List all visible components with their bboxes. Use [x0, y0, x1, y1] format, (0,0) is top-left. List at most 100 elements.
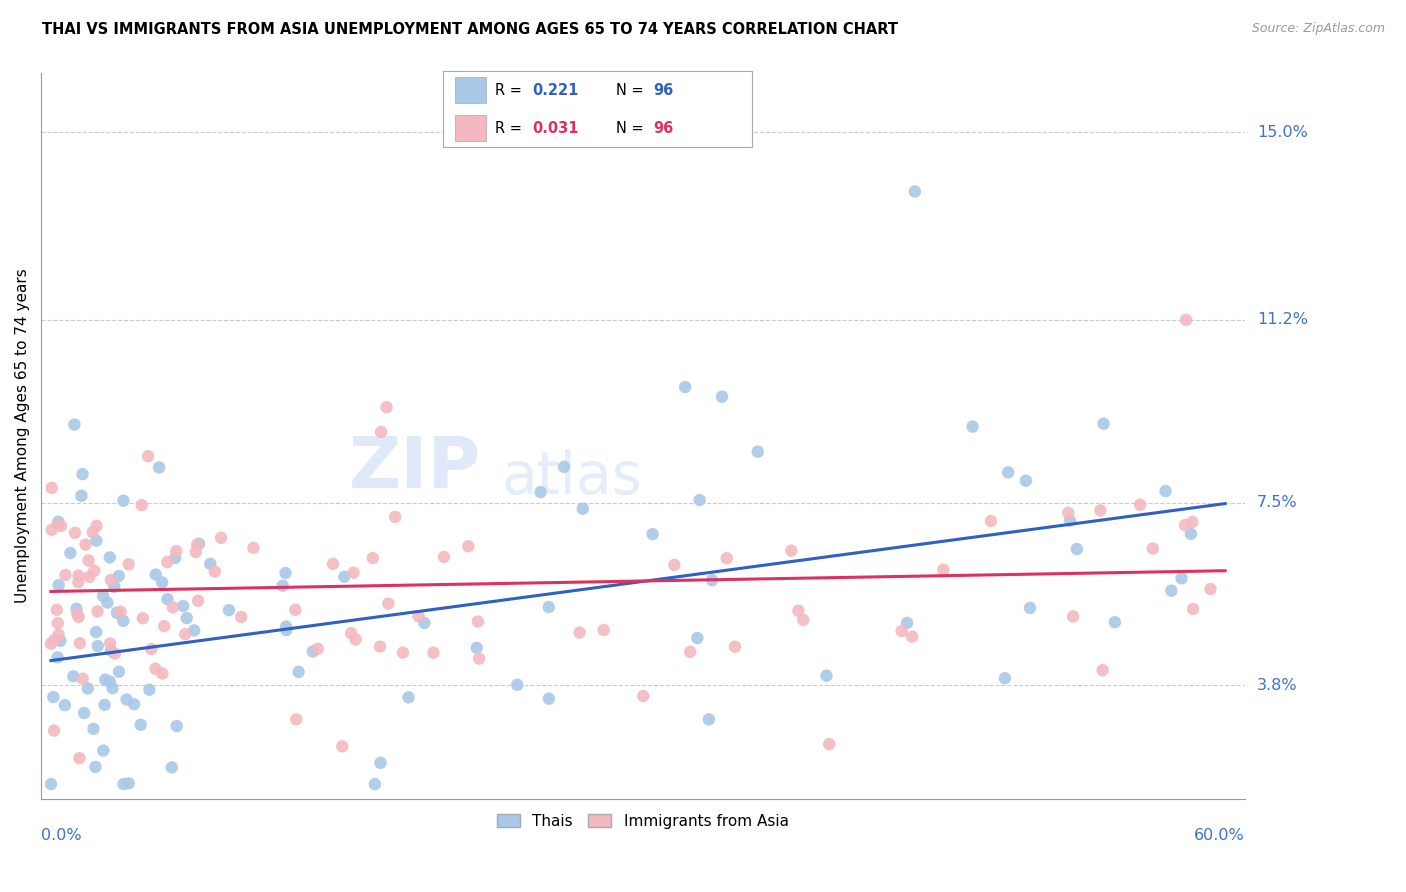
Point — [48, 578, 70, 592]
Point — [537, 600, 560, 615]
Point — [384, 509, 406, 524]
Point — [529, 485, 551, 500]
Point — [44, 632, 66, 647]
Text: R =: R = — [495, 83, 523, 98]
Point — [63, 525, 86, 540]
Point — [49, 519, 72, 533]
Point — [422, 646, 444, 660]
Point — [697, 713, 720, 727]
Point — [166, 719, 188, 733]
Point — [84, 625, 107, 640]
Point — [433, 549, 456, 564]
Point — [815, 668, 838, 682]
Point — [398, 690, 420, 705]
Point — [465, 640, 488, 655]
Text: THAI VS IMMIGRANTS FROM ASIA UNEMPLOYMENT AMONG AGES 65 TO 74 YEARS CORRELATION : THAI VS IMMIGRANTS FROM ASIA UNEMPLOYMEN… — [42, 22, 898, 37]
Point — [141, 642, 163, 657]
Point — [218, 603, 240, 617]
Point — [129, 718, 152, 732]
Point — [242, 541, 264, 555]
Point — [112, 493, 135, 508]
Point — [39, 637, 62, 651]
Point — [301, 644, 323, 658]
Point — [330, 739, 353, 754]
Point — [67, 610, 90, 624]
Point — [679, 645, 702, 659]
Point — [93, 743, 115, 757]
Point — [45, 603, 67, 617]
Point — [1175, 313, 1198, 327]
Point — [62, 669, 84, 683]
Point — [112, 614, 135, 628]
Point — [55, 568, 77, 582]
Point — [571, 501, 593, 516]
Point — [370, 425, 392, 439]
Text: 3.8%: 3.8% — [1257, 678, 1298, 693]
Y-axis label: Unemployment Among Ages 65 to 74 years: Unemployment Among Ages 65 to 74 years — [15, 268, 30, 603]
Point — [165, 544, 187, 558]
Point — [46, 515, 69, 529]
Point — [145, 662, 167, 676]
Point — [747, 444, 769, 458]
Point — [77, 553, 100, 567]
Point — [94, 673, 117, 687]
Point — [42, 723, 65, 738]
Point — [231, 610, 253, 624]
Point — [1154, 484, 1177, 499]
Point — [184, 545, 207, 559]
Point — [689, 493, 711, 508]
Point — [631, 689, 654, 703]
Point — [187, 594, 209, 608]
Point — [118, 558, 141, 572]
Point — [91, 589, 114, 603]
Point — [59, 546, 82, 560]
Point — [1104, 615, 1126, 630]
Point — [165, 550, 187, 565]
Point — [1015, 474, 1038, 488]
Point — [86, 518, 108, 533]
Point — [67, 568, 90, 582]
Text: N =: N = — [616, 120, 644, 136]
Point — [271, 579, 294, 593]
Point — [467, 615, 489, 629]
Text: 11.2%: 11.2% — [1257, 312, 1308, 327]
Point — [105, 606, 128, 620]
Point — [413, 615, 436, 630]
Point — [188, 537, 211, 551]
Point — [1092, 417, 1115, 431]
Point — [104, 647, 127, 661]
Text: 15.0%: 15.0% — [1257, 125, 1308, 140]
Text: 96: 96 — [654, 120, 673, 136]
Point — [1181, 515, 1204, 529]
Point — [96, 596, 118, 610]
Point — [896, 615, 918, 630]
FancyBboxPatch shape — [456, 115, 486, 141]
Text: R =: R = — [495, 120, 523, 136]
Point — [962, 419, 984, 434]
Text: 0.221: 0.221 — [533, 83, 579, 98]
Point — [46, 517, 69, 532]
Point — [132, 611, 155, 625]
Point — [75, 538, 97, 552]
Point — [322, 557, 344, 571]
Point — [49, 633, 72, 648]
Point — [307, 641, 329, 656]
Point — [69, 636, 91, 650]
Point — [553, 459, 575, 474]
Point — [641, 527, 664, 541]
Point — [100, 643, 122, 657]
Point — [1090, 503, 1112, 517]
Point — [138, 682, 160, 697]
Point — [110, 605, 132, 619]
Text: 60.0%: 60.0% — [1194, 828, 1244, 843]
Point — [82, 525, 104, 540]
Point — [370, 756, 392, 770]
Point — [148, 460, 170, 475]
Point — [72, 467, 94, 482]
Point — [408, 609, 430, 624]
Point — [377, 597, 399, 611]
Point — [673, 380, 696, 394]
Text: 0.031: 0.031 — [533, 120, 579, 136]
Point — [932, 563, 955, 577]
Point — [42, 690, 65, 704]
